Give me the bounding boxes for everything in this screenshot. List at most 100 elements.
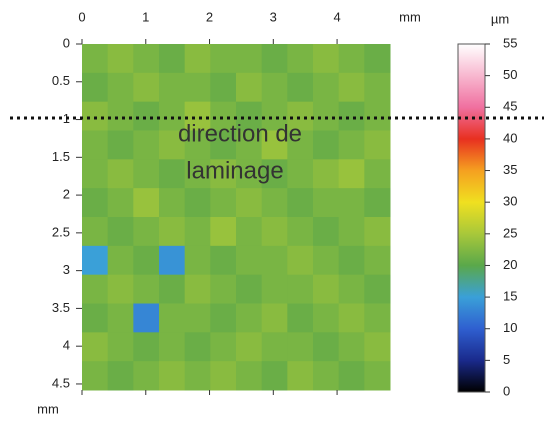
heatmap-cell (133, 72, 160, 103)
heatmap-cell (107, 130, 134, 160)
heatmap-cell (133, 44, 160, 74)
heatmap-cell (236, 361, 263, 391)
heatmap-cell (159, 101, 186, 131)
heatmap-cell (82, 303, 109, 333)
heatmap-cell (313, 217, 340, 247)
heatmap-cell (313, 361, 340, 391)
colorbar-tick-label: 15 (503, 289, 517, 304)
heatmap-cell (82, 159, 109, 189)
heatmap-cell (107, 361, 134, 391)
y-tick-label: 3 (63, 262, 70, 277)
heatmap-cell (236, 159, 263, 189)
heatmap-cell (364, 274, 391, 304)
heatmap-cell (364, 44, 391, 74)
heatmap-cell (313, 130, 340, 160)
heatmap-cell (184, 274, 211, 304)
heatmap-cell (338, 101, 365, 131)
heatmap-cell (364, 101, 391, 131)
heatmap-cell (107, 332, 134, 362)
heatmap-cell (159, 217, 186, 247)
heatmap-cell (364, 332, 391, 362)
heatmap-cell (364, 72, 391, 103)
heatmap-cell (133, 188, 160, 218)
heatmap-cell (236, 44, 263, 74)
heatmap-cell (261, 274, 288, 304)
heatmap-cell (338, 44, 365, 74)
y-tick-label: 4 (63, 338, 70, 353)
heatmap-cell (313, 245, 340, 276)
heatmap-cell (82, 188, 109, 218)
y-tick-label: 2.5 (52, 224, 70, 239)
heatmap-cell (184, 303, 211, 333)
heatmap-cell (364, 130, 391, 160)
heatmap-cell (133, 217, 160, 247)
colorbar-unit: µm (491, 11, 509, 26)
heatmap-cell (184, 101, 211, 131)
y-tick-label: 0.5 (52, 73, 70, 88)
heatmap-cell (261, 332, 288, 362)
heatmap-cell (159, 245, 186, 276)
heatmap-cell (313, 188, 340, 218)
heatmap-cell (82, 274, 109, 304)
colorbar-tick-label: 0 (503, 383, 510, 398)
heatmap-cell (261, 130, 288, 160)
x-tick-label: 4 (333, 9, 340, 24)
heatmap-cell (210, 101, 237, 131)
heatmap-cell (338, 332, 365, 362)
x-unit: mm (399, 9, 421, 24)
x-tick-label: 0 (78, 9, 85, 24)
heatmap-cell (184, 217, 211, 247)
heatmap-cell (159, 188, 186, 218)
annotation: laminage (186, 157, 283, 184)
heatmap-cell (159, 159, 186, 189)
heatmap-cell (159, 72, 186, 103)
heatmap-cell (236, 303, 263, 333)
heatmap-cell (184, 188, 211, 218)
heatmap-cell (287, 303, 314, 333)
y-tick-label: 4.5 (52, 375, 70, 390)
heatmap-cell (107, 159, 134, 189)
heatmap-cell (133, 274, 160, 304)
heatmap-cell (338, 245, 365, 276)
heatmap-cell (287, 159, 314, 189)
heatmap-cell (287, 188, 314, 218)
colorbar-tick-label: 25 (503, 225, 517, 240)
heatmap-cell (313, 159, 340, 189)
heatmap-cell (261, 159, 288, 189)
heatmap-cell (159, 274, 186, 304)
heatmap-cell (364, 217, 391, 247)
heatmap-cell (82, 361, 109, 391)
heatmap-cell (338, 130, 365, 160)
heatmap-cell (210, 159, 237, 189)
heatmap-cell (287, 274, 314, 304)
heatmap-cell (287, 72, 314, 103)
heatmap-cell (159, 130, 186, 160)
heatmap-cell (236, 72, 263, 103)
heatmap-cell (236, 101, 263, 131)
heatmap-cell (338, 274, 365, 304)
heatmap-cell (210, 188, 237, 218)
colorbar-tick-label: 20 (503, 257, 517, 272)
heatmap-cell (184, 245, 211, 276)
heatmap-cell (107, 44, 134, 74)
heatmap-cell (159, 303, 186, 333)
heatmap-cell (261, 245, 288, 276)
heatmap (82, 44, 391, 391)
heatmap-cell (236, 274, 263, 304)
heatmap-cell (261, 44, 288, 74)
heatmap-cell (210, 245, 237, 276)
colorbar-tick-label: 10 (503, 320, 517, 335)
heatmap-cell (236, 188, 263, 218)
heatmap-cell (210, 72, 237, 103)
colorbar-tick-label: 40 (503, 130, 517, 145)
x-tick-label: 2 (206, 9, 213, 24)
heatmap-cell (107, 303, 134, 333)
heatmap-cell (313, 101, 340, 131)
heatmap-cell (107, 217, 134, 247)
colorbar-tick-label: 50 (503, 67, 517, 82)
heatmap-cell (313, 274, 340, 304)
heatmap-cell (159, 361, 186, 391)
heatmap-cell (82, 245, 109, 276)
heatmap-cell (338, 361, 365, 391)
x-tick-label: 1 (142, 9, 149, 24)
